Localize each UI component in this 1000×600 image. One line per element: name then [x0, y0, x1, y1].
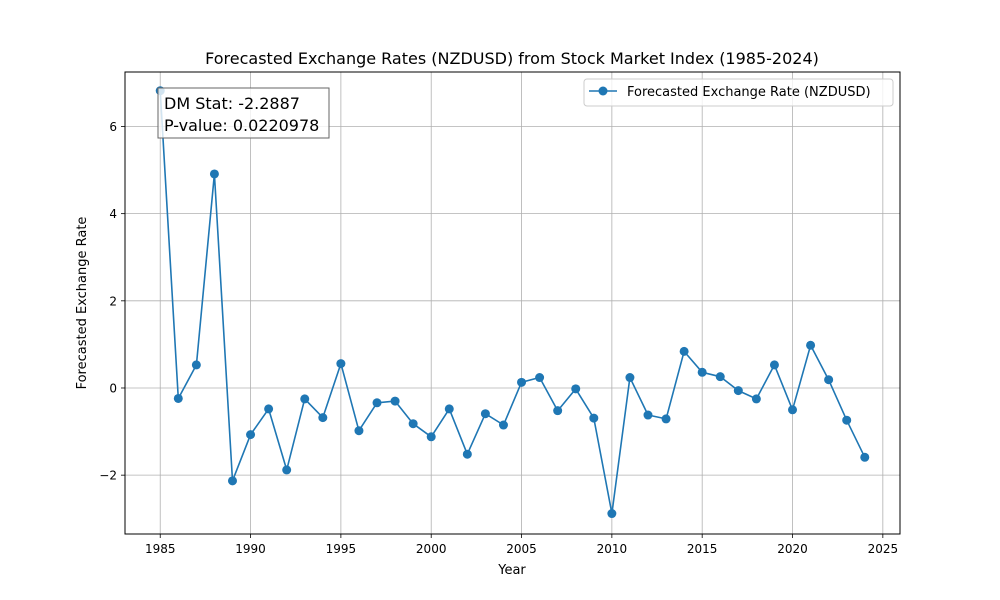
data-point	[517, 377, 527, 387]
x-tick-label: 2025	[868, 542, 899, 556]
data-point	[625, 373, 635, 383]
x-tick-label: 1985	[145, 542, 176, 556]
data-point	[751, 394, 761, 404]
data-point	[553, 406, 563, 416]
data-point	[408, 419, 418, 429]
y-tick-label: 6	[109, 120, 117, 134]
data-point	[643, 410, 653, 420]
data-point	[697, 367, 707, 377]
data-point	[860, 452, 870, 462]
legend: Forecasted Exchange Rate (NZDUSD)	[583, 78, 894, 107]
data-point	[715, 372, 725, 382]
legend-entry-label: Forecasted Exchange Rate (NZDUSD)	[627, 85, 871, 100]
data-point	[842, 415, 852, 425]
annotation-dm-stat: DM Stat: -2.2887	[164, 94, 300, 113]
x-tick-label: 2010	[597, 542, 628, 556]
data-point	[318, 413, 328, 423]
grid	[125, 72, 900, 534]
data-point	[661, 414, 671, 424]
data-point	[571, 384, 581, 394]
dm-stat-annotation: DM Stat: -2.2887 P-value: 0.0220978	[157, 87, 330, 139]
x-tick-label: 1990	[235, 542, 266, 556]
x-axis: 1985 1990 1995 2000 2005 2010 2015 2020 2025	[145, 534, 898, 556]
x-tick-label: 2015	[687, 542, 718, 556]
data-point	[806, 340, 816, 350]
data-point	[733, 386, 743, 396]
data-point	[426, 432, 436, 442]
legend-frame	[583, 78, 894, 107]
y-tick-label: 0	[109, 381, 117, 395]
data-point	[336, 359, 346, 369]
data-point	[679, 346, 689, 356]
legend-marker	[598, 86, 608, 96]
x-tick-label: 2005	[506, 542, 537, 556]
data-point	[264, 404, 274, 414]
data-point	[173, 393, 183, 403]
data-point	[209, 169, 219, 179]
series-layer	[155, 86, 870, 519]
data-point	[607, 509, 617, 519]
series-line	[159, 90, 866, 515]
x-tick-label: 1995	[326, 542, 357, 556]
data-point	[246, 430, 256, 440]
data-point	[444, 404, 454, 414]
data-point	[535, 373, 545, 383]
data-point	[498, 420, 508, 430]
data-point	[191, 360, 201, 370]
x-tick-label: 2000	[416, 542, 447, 556]
data-point	[462, 449, 472, 459]
y-tick-label: 2	[109, 294, 117, 308]
y-axis: −2 0 2 4 6	[99, 120, 125, 483]
y-axis-label: Forecasted Exchange Rate	[75, 217, 90, 390]
plot-frame	[124, 71, 901, 535]
annotation-box-frame	[157, 87, 330, 139]
x-axis-label: Year	[497, 563, 526, 578]
y-tick-label: 4	[109, 207, 117, 221]
data-point	[480, 409, 490, 419]
data-point	[824, 375, 834, 385]
y-tick-label: −2	[99, 469, 117, 483]
annotation-p-value: P-value: 0.0220978	[164, 116, 319, 135]
data-point	[300, 394, 310, 404]
data-point	[354, 426, 364, 436]
data-point	[390, 396, 400, 406]
data-point	[769, 360, 779, 370]
x-tick-label: 2020	[777, 542, 808, 556]
data-point	[227, 476, 237, 486]
chart-title: Forecasted Exchange Rates (NZDUSD) from …	[205, 49, 819, 68]
data-point	[282, 465, 292, 475]
data-point	[589, 413, 599, 423]
data-point	[788, 405, 798, 415]
data-point	[372, 398, 382, 408]
